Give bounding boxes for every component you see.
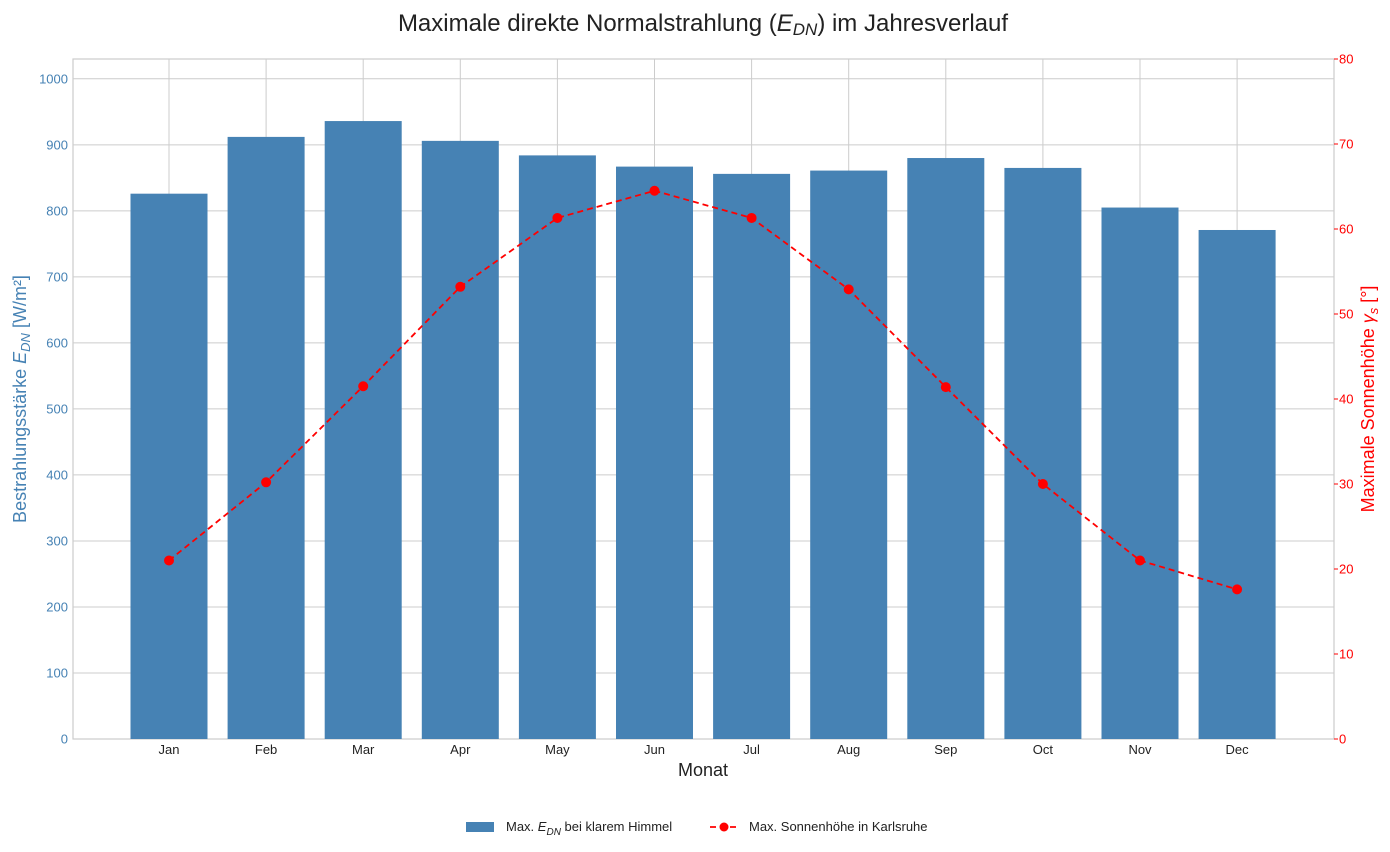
bar-feb [227, 136, 305, 740]
sun-elevation-point-may [552, 212, 563, 223]
left-y-tick-label: 0 [61, 732, 68, 747]
sun-elevation-point-apr [455, 281, 466, 292]
left-y-tick-label: 500 [46, 401, 68, 416]
x-tick-label: Nov [1128, 742, 1152, 757]
x-tick-label: Jul [743, 742, 760, 757]
right-y-ticks: 0 10 20 30 40 50 60 70 80 [1334, 52, 1353, 747]
right-y-tick-label: 50 [1339, 307, 1353, 322]
left-y-axis-label: Bestrahlungsstärke EDN [W/m²] [10, 275, 33, 523]
left-y-tick-label: 200 [46, 599, 68, 614]
right-y-tick-label: 10 [1339, 647, 1353, 662]
bar-aug [810, 170, 888, 739]
bar-sep [907, 158, 985, 740]
right-y-tick-label: 40 [1339, 392, 1353, 407]
x-tick-label: May [545, 742, 570, 757]
left-y-ticks: 0 100 200 300 400 500 600 700 800 900 1000 [39, 71, 68, 746]
left-y-tick-label: 400 [46, 467, 68, 482]
left-y-tick-label: 1000 [39, 71, 68, 86]
x-ticks: Jan Feb Mar Apr May Jun Jul Aug Sep Oct Nov Dec [159, 742, 1250, 757]
left-y-tick-label: 800 [46, 203, 68, 218]
bar-jul [713, 173, 791, 739]
legend: Max. EDN bei klarem Himmel Max. Sonnenhö… [466, 819, 928, 838]
bar-oct [1004, 167, 1082, 740]
legend-line-marker [719, 822, 729, 832]
left-y-tick-label: 700 [46, 269, 68, 284]
sun-elevation-point-feb [261, 477, 272, 488]
bar-jan [130, 193, 208, 739]
sun-elevation-point-sep [940, 382, 951, 393]
bar-dec [1198, 229, 1276, 739]
bars [130, 121, 1276, 740]
right-y-tick-label: 30 [1339, 477, 1353, 492]
bar-apr [421, 140, 499, 739]
x-axis-label: Monat [678, 760, 728, 780]
x-tick-label: Apr [450, 742, 471, 757]
right-y-tick-label: 70 [1339, 137, 1353, 152]
x-tick-label: Oct [1033, 742, 1054, 757]
right-y-tick-label: 80 [1339, 52, 1353, 67]
legend-bar-swatch [466, 822, 494, 832]
sun-elevation-point-jul [746, 212, 757, 223]
right-y-tick-label: 20 [1339, 562, 1353, 577]
right-y-tick-label: 0 [1339, 732, 1346, 747]
bar-mar [324, 121, 402, 740]
line-series [164, 185, 1243, 595]
x-tick-label: Jun [644, 742, 665, 757]
sun-elevation-line [168, 189, 1238, 591]
x-tick-label: Mar [352, 742, 375, 757]
sun-elevation-point-nov [1135, 555, 1145, 566]
sun-elevation-point-oct [1037, 479, 1048, 489]
right-y-axis-label: Maximale Sonnenhöhe γs [°] [1358, 286, 1381, 513]
legend-line-label: Max. Sonnenhöhe in Karlsruhe [749, 819, 928, 834]
left-y-tick-label: 300 [46, 533, 68, 548]
sun-elevation-point-dec [1232, 584, 1243, 595]
sun-elevation-point-jun [649, 185, 660, 196]
x-tick-label: Sep [934, 742, 957, 757]
bar-may [518, 155, 596, 739]
x-tick-label: Feb [255, 742, 277, 757]
chart-title: Maximale direkte Normalstrahlung (EDN) i… [398, 10, 1008, 39]
left-y-tick-label: 900 [46, 137, 68, 152]
x-tick-label: Jan [159, 742, 180, 757]
sun-elevation-point-aug [843, 284, 854, 295]
left-y-tick-label: 100 [46, 665, 68, 680]
right-y-tick-label: 60 [1339, 222, 1353, 237]
bar-nov [1101, 207, 1179, 739]
bar-jun [616, 166, 693, 740]
x-tick-label: Dec [1226, 742, 1250, 757]
left-y-tick-label: 600 [46, 335, 68, 350]
sun-elevation-point-jan [164, 555, 174, 566]
sun-elevation-point-mar [358, 381, 369, 392]
legend-bar-label: Max. EDN bei klarem Himmel [506, 819, 672, 838]
x-tick-label: Aug [837, 742, 860, 757]
